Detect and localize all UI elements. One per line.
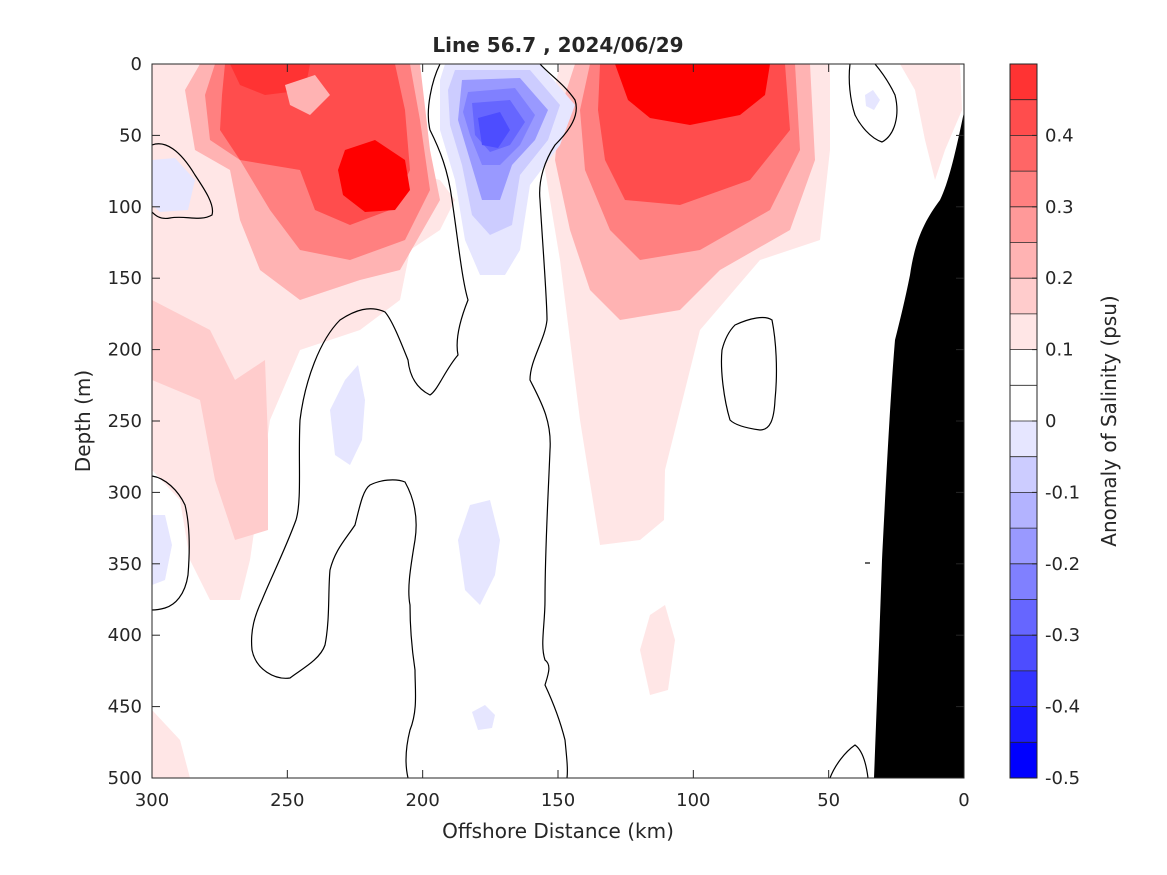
colorbar-swatch	[1010, 385, 1037, 421]
anomaly-neg-patch-176km-deep	[472, 705, 495, 730]
colorbar-swatch	[1010, 742, 1037, 778]
y-tick-label: 500	[108, 768, 142, 789]
colorbar-swatch	[1010, 635, 1037, 671]
zero-contour-75km-loop	[720, 316, 778, 431]
colorbar-swatch	[1010, 206, 1037, 243]
colorbar-swatch	[1010, 242, 1037, 279]
zero-contour-175km-core	[250, 64, 469, 778]
colorbar-swatch	[1010, 99, 1037, 136]
colorbar-swatch	[1010, 456, 1037, 493]
y-tick-label: 450	[108, 697, 142, 718]
colorbar-tick-label: 0	[1045, 411, 1056, 432]
y-tick-label: 350	[108, 554, 142, 575]
colorbar-swatch	[1010, 278, 1037, 314]
x-tick-label: 300	[135, 790, 169, 811]
colorbar-tick-label: 0.4	[1045, 125, 1074, 146]
colorbar-swatch	[1010, 492, 1037, 529]
x-axis-label: Offshore Distance (km)	[442, 819, 674, 843]
colorbar-tick-label: -0.1	[1045, 482, 1080, 503]
x-tick-label: 0	[958, 790, 969, 811]
x-tick-label: 100	[676, 790, 710, 811]
colorbar-label: Anomaly of Salinity (psu)	[1097, 295, 1121, 546]
colorbar-swatch	[1010, 528, 1037, 564]
colorbar-tick-label: -0.4	[1045, 697, 1080, 718]
anomaly-region-light-deep-west	[152, 710, 190, 778]
y-axis: 0 50 100 150 200 250 300 350 400 450 500	[108, 54, 964, 789]
zero-contour-west-loop-upper	[152, 143, 214, 220]
colorbar-tick-label: -0.3	[1045, 625, 1080, 646]
colorbar-swatch	[1010, 706, 1037, 743]
y-tick-label: 300	[108, 482, 142, 503]
zero-contours	[152, 64, 898, 778]
anomaly-region-light-deep-100km	[640, 605, 675, 695]
y-tick-label: 400	[108, 625, 142, 646]
colorbar-swatch	[1010, 171, 1037, 207]
y-tick-label: 100	[108, 197, 142, 218]
colorbar-swatch	[1010, 135, 1037, 172]
anomaly-neg-patch-235km	[330, 365, 365, 465]
colorbar: -0.5 -0.4 -0.3 -0.2 -0.1 0 0.1 0.2 0.3 0.4	[1009, 63, 1080, 789]
y-tick-label: 250	[108, 411, 142, 432]
colorbar-swatch	[1010, 563, 1037, 600]
x-tick-label: 250	[270, 790, 304, 811]
y-axis-label: Depth (m)	[71, 370, 95, 472]
colorbar-swatch	[1010, 349, 1037, 386]
x-tick-label: 200	[405, 790, 439, 811]
zero-contour-40km-deep	[829, 744, 869, 778]
colorbar-swatch	[1010, 313, 1037, 350]
y-tick-label: 200	[108, 340, 142, 361]
anomaly-region-pink-west	[152, 300, 268, 540]
anomaly-neg-core	[478, 112, 510, 148]
anomaly-core-nearshore	[615, 64, 770, 125]
bathymetry-shelf	[874, 112, 964, 778]
y-tick-label: 0	[131, 54, 142, 75]
x-axis: 300 250 200 150 100 50 0	[135, 64, 970, 811]
anomaly-neg-patch-35km	[865, 90, 880, 110]
colorbar-tick-label: 0.2	[1045, 268, 1074, 289]
colorbar-swatch	[1010, 421, 1037, 457]
y-tick-label: 150	[108, 268, 142, 289]
colorbar-swatch	[1010, 599, 1037, 636]
x-tick-label: 150	[541, 790, 575, 811]
chart-title: Line 56.7 , 2024/06/29	[432, 33, 683, 57]
colorbar-swatch	[1010, 64, 1037, 100]
colorbar-tick-label: 0.1	[1045, 340, 1074, 361]
colorbar-tick-label: -0.2	[1045, 554, 1080, 575]
zero-contour-150km	[529, 64, 577, 778]
anomaly-core-shelfbreak	[338, 140, 410, 212]
anomaly-neg-patch-west-outer	[152, 158, 195, 212]
y-tick-label: 50	[119, 125, 142, 146]
zero-contour-35km-loop	[848, 64, 898, 143]
colorbar-tick-label: -0.5	[1045, 768, 1080, 789]
anomaly-neg-patch-298km-deep	[152, 515, 172, 585]
colorbar-swatch	[1010, 670, 1037, 707]
salinity-anomaly-field	[152, 64, 964, 778]
anomaly-region-light-coastal	[900, 64, 962, 180]
anomaly-patch-light-240km	[285, 75, 330, 115]
anomaly-neg-patch-176km	[458, 500, 500, 605]
zero-contour-west-loop-deep	[152, 475, 190, 611]
x-tick-label: 50	[817, 790, 840, 811]
colorbar-tick-label: 0.3	[1045, 197, 1074, 218]
